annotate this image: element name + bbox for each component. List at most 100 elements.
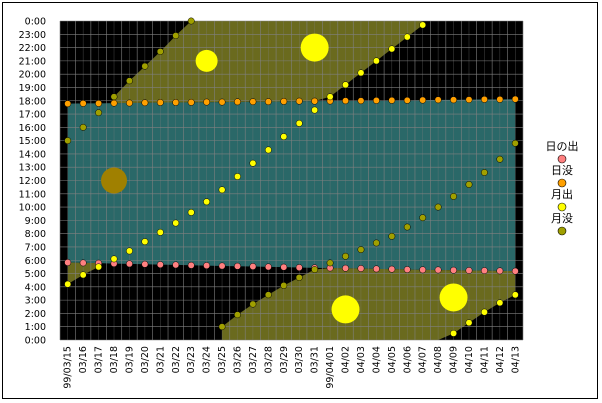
y-tick-label: 18:00 [19,96,46,107]
series-point-3 [388,45,396,53]
series-point-4 [110,93,118,101]
x-tick-label: 03/25 [217,346,228,373]
y-tick-label: 14:00 [19,149,46,160]
series-point-2 [295,97,303,105]
x-tick-label: 03/19 [124,346,135,373]
x-tick-label: 04/13 [510,346,521,373]
series-point-2 [465,96,473,104]
series-point-1 [218,262,226,270]
series-point-1 [64,259,72,266]
series-point-3 [280,133,288,141]
series-point-1 [480,267,488,275]
x-tick-label: 03/20 [140,346,151,373]
series-point-2 [480,95,488,103]
series-point-1 [342,264,349,272]
series-point-2 [280,97,288,105]
legend-marker-4 [557,226,567,236]
x-tick-label: 04/03 [356,346,367,373]
series-point-1 [280,263,288,271]
x-tick-label: 99/04/01 [325,346,336,389]
x-tick-label: 04/09 [449,346,460,373]
series-point-4 [326,259,334,267]
series-point-1 [264,263,272,271]
x-tick-label: 03/22 [171,346,182,373]
series-point-1 [372,265,380,273]
y-tick-label: 9:00 [25,216,46,227]
series-point-1 [249,263,257,270]
y-tick-label: 23:00 [19,30,46,41]
moon-phase-marker [195,49,218,72]
x-tick-label: 03/29 [279,346,290,373]
x-tick-label: 03/31 [310,346,321,373]
y-tick-label: 12:00 [19,176,46,187]
y-tick-label: 8:00 [25,229,46,240]
series-point-3 [110,255,118,263]
series-point-4 [234,311,241,319]
series-point-3 [465,319,473,327]
x-tick-label: 04/08 [433,346,444,373]
series-point-4 [141,62,149,70]
series-point-4 [511,139,519,147]
series-point-1 [79,259,87,267]
series-point-1 [388,265,396,273]
series-point-2 [496,95,504,103]
series-point-4 [156,48,164,56]
legend-marker-2 [557,178,567,188]
series-point-3 [172,219,180,227]
series-point-1 [126,260,133,268]
series-point-1 [187,261,195,269]
series-point-2 [172,99,180,106]
x-tick-label: 03/21 [155,346,166,373]
series-point-2 [450,96,457,104]
moon-phase-marker [439,283,468,312]
series-point-2 [357,97,365,105]
series-point-3 [419,21,427,29]
series-point-4 [311,266,319,274]
series-point-3 [450,329,457,337]
series-point-3 [234,173,241,180]
moon-phase-marker [331,295,360,324]
series-point-4 [218,323,226,331]
series-point-3 [295,119,303,127]
series-point-3 [187,208,195,216]
series-point-4 [64,137,72,145]
series-point-4 [95,109,103,117]
y-tick-label: 0:00 [25,336,46,347]
x-tick-label: 03/23 [186,346,197,373]
y-tick-label: 4:00 [25,282,46,293]
series-point-2 [372,97,380,104]
y-tick-label: 20:00 [19,70,46,81]
series-point-4 [249,300,257,308]
series-point-3 [79,271,87,279]
series-point-3 [141,238,149,246]
series-point-1 [450,266,457,274]
series-point-2 [156,99,164,106]
series-point-1 [465,267,473,274]
series-point-2 [110,99,118,107]
moon-phase-marker [101,167,128,194]
series-point-1 [496,267,504,275]
legend-marker-3 [557,202,567,212]
series-point-4 [295,274,303,281]
series-point-3 [311,106,319,114]
x-tick-label: 03/18 [109,346,120,373]
series-point-4 [357,246,365,254]
series-point-2 [403,96,411,104]
series-point-4 [419,214,427,222]
moon-phase-marker [300,33,329,62]
x-tick-label: 04/05 [387,346,398,373]
series-point-4 [496,155,504,163]
x-tick-label: 03/16 [78,346,89,373]
x-tick-label: 04/12 [495,346,506,373]
series-point-2 [511,95,519,103]
y-tick-label: 15:00 [19,136,46,147]
series-point-4 [434,203,442,211]
series-point-3 [326,93,334,101]
series-point-3 [342,81,349,89]
series-point-4 [187,17,195,25]
x-tick-label: 03/24 [202,346,213,373]
series-point-2 [434,96,442,104]
series-point-3 [95,263,103,271]
y-tick-label: 19:00 [19,83,46,94]
